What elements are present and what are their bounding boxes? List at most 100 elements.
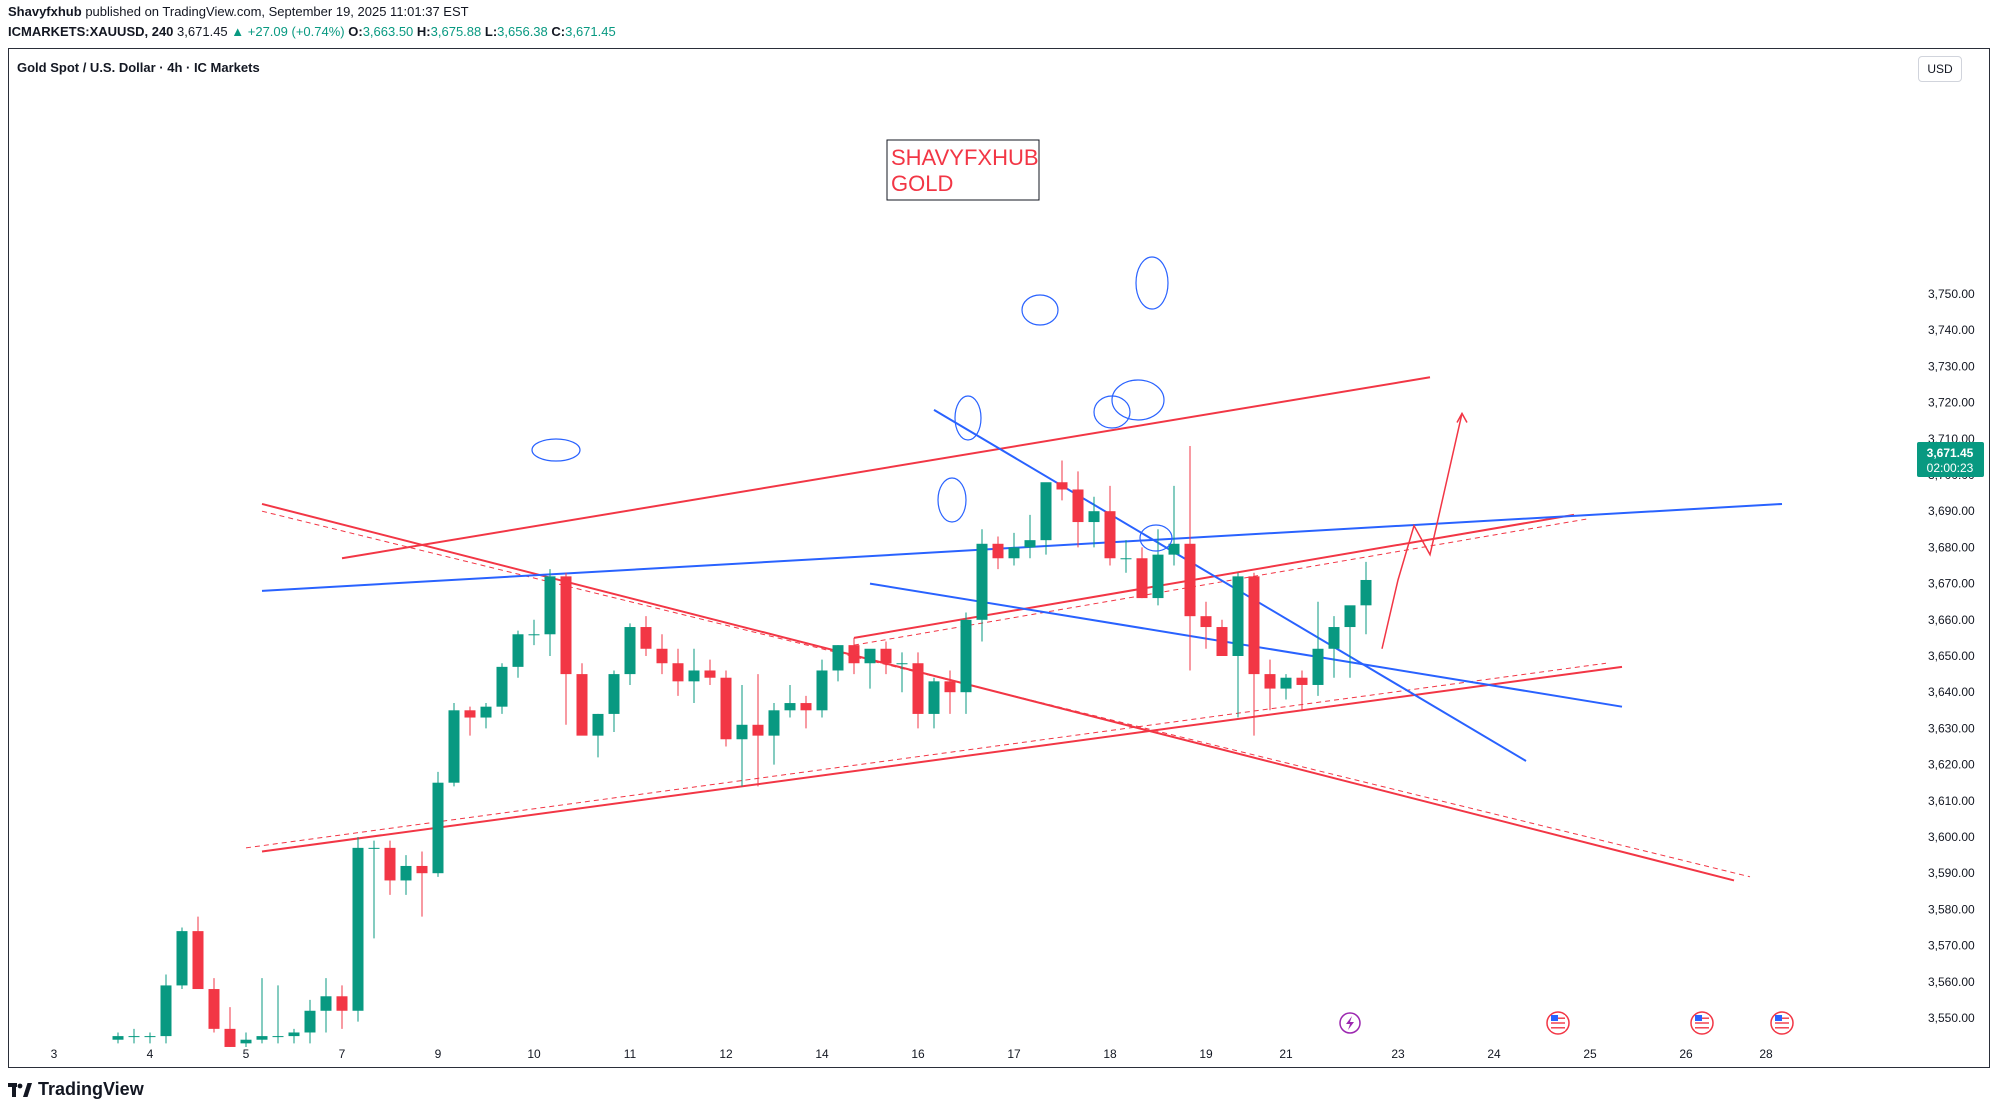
candle-body: [576, 674, 588, 736]
scribble-circle: [1021, 294, 1059, 326]
candle-body: [1024, 540, 1036, 548]
scribble-circle: [1139, 524, 1173, 552]
candle-body: [448, 710, 460, 783]
y-axis-label: 3,720.00: [1928, 396, 1975, 410]
low-label: L:: [484, 24, 498, 39]
candle-body: [1200, 616, 1212, 628]
candle-body: [1008, 547, 1020, 559]
candle-body: [1264, 674, 1276, 689]
chart-frame[interactable]: [8, 48, 1990, 1068]
trendline-blue-falling-shallow: [869, 582, 1623, 708]
candle-body: [240, 1039, 252, 1044]
candle-body: [528, 634, 540, 636]
author-name[interactable]: Shavyfxhub: [8, 4, 82, 19]
candle-body: [1360, 579, 1372, 606]
currency-button[interactable]: USD: [1918, 56, 1962, 82]
price-tag-price: 3,671.45: [1927, 446, 1974, 460]
annotation-line1: SHAVYFXHUB: [891, 145, 1039, 170]
candle-body: [1344, 605, 1356, 628]
candle-body: [1136, 558, 1148, 599]
candle-body: [384, 847, 396, 881]
annotation-box[interactable]: [886, 139, 1040, 201]
candle-body: [544, 576, 556, 635]
candle-body: [160, 985, 172, 1037]
trendline-lower-red-rising-dashed: [245, 662, 1607, 849]
x-axis-label: 19: [1199, 1047, 1213, 1061]
candle-body: [432, 782, 444, 874]
candle-body: [880, 648, 892, 664]
x-axis-label: 9: [435, 1047, 442, 1061]
candle-body: [512, 634, 524, 667]
candle-body: [928, 681, 940, 714]
low-value: 3,656.38: [497, 24, 548, 39]
flag-icon-canton: [1551, 1015, 1558, 1021]
candle-body: [368, 847, 380, 849]
candle-body: [992, 543, 1004, 559]
lightning-icon-bolt: [1346, 1016, 1354, 1030]
candle-body: [272, 1036, 284, 1038]
trendline-blue-falling-steep: [933, 408, 1527, 762]
y-axis-label: 3,640.00: [1928, 685, 1975, 699]
candle-body: [1312, 648, 1324, 685]
us-flag-event-icon: [1770, 1011, 1794, 1035]
close-value: 3,671.45: [565, 24, 616, 39]
publish-info: published on TradingView.com, September …: [85, 4, 469, 19]
candle-body: [1216, 627, 1228, 656]
ohlc-header: ICMARKETS:XAUUSD, 240 3,671.45 ▲ +27.09 …: [8, 24, 616, 39]
candle-body: [1040, 482, 1052, 541]
candle-body: [224, 1028, 236, 1047]
y-axis-label: 3,680.00: [1928, 540, 1975, 554]
candle-body: [288, 1032, 300, 1037]
x-axis-label: 18: [1103, 1047, 1117, 1061]
x-axis-label: 3: [51, 1047, 58, 1061]
candle-body: [896, 663, 908, 665]
price-tag-countdown: 02:00:23: [1927, 461, 1974, 475]
candle-body: [704, 670, 716, 678]
y-axis-label: 3,570.00: [1928, 939, 1975, 953]
last-price: 3,671.45: [177, 24, 228, 39]
candle-body: [752, 724, 764, 736]
y-axis-label: 3,650.00: [1928, 649, 1975, 663]
flag-icon-canton: [1695, 1015, 1702, 1021]
candle-body: [1280, 677, 1292, 689]
x-axis-label: 4: [147, 1047, 154, 1061]
x-axis-label: 17: [1007, 1047, 1021, 1061]
candle-body: [688, 670, 700, 682]
symbol-label: ICMARKETS:XAUUSD, 240: [8, 24, 174, 39]
trendline-upper-red-channel: [341, 376, 1431, 560]
candle-body: [400, 865, 412, 881]
candle-body: [832, 645, 844, 671]
price-change: ▲ +27.09 (+0.74%): [231, 24, 345, 39]
y-axis-label: 3,750.00: [1928, 287, 1975, 301]
candle-body: [416, 865, 428, 874]
candle-body: [720, 677, 732, 740]
flag-icon-canton: [1775, 1015, 1782, 1021]
scribble-circle: [937, 477, 967, 523]
trendline-blue-rising: [261, 502, 1783, 592]
candle-body: [1088, 511, 1100, 523]
y-axis-label: 3,610.00: [1928, 794, 1975, 808]
chart-title: Gold Spot / U.S. Dollar · 4h · IC Market…: [17, 60, 260, 75]
candle-body: [496, 666, 508, 707]
scribble-circle: [531, 438, 581, 462]
candle-body: [1056, 482, 1068, 490]
us-flag-event-icon: [1690, 1011, 1714, 1035]
x-axis-label: 12: [719, 1047, 733, 1061]
trendline-descending-red-dashed: [261, 510, 1751, 878]
x-axis-label: 16: [911, 1047, 925, 1061]
tradingview-logo[interactable]: TradingView: [8, 1079, 144, 1100]
price-tag-box: [1917, 442, 1984, 477]
candle-body: [912, 663, 924, 714]
y-axis-label: 3,620.00: [1928, 758, 1975, 772]
x-axis-label: 5: [243, 1047, 250, 1061]
candle-body: [480, 706, 492, 718]
candle-body: [624, 627, 636, 675]
high-value: 3,675.88: [430, 24, 482, 39]
candle-body: [304, 1010, 316, 1033]
candle-body: [864, 648, 876, 664]
candle-body: [800, 703, 812, 711]
y-axis-label: 3,600.00: [1928, 830, 1975, 844]
publish-header: Shavyfxhub published on TradingView.com,…: [8, 4, 469, 19]
trendline-lower-red-rising: [261, 665, 1623, 853]
